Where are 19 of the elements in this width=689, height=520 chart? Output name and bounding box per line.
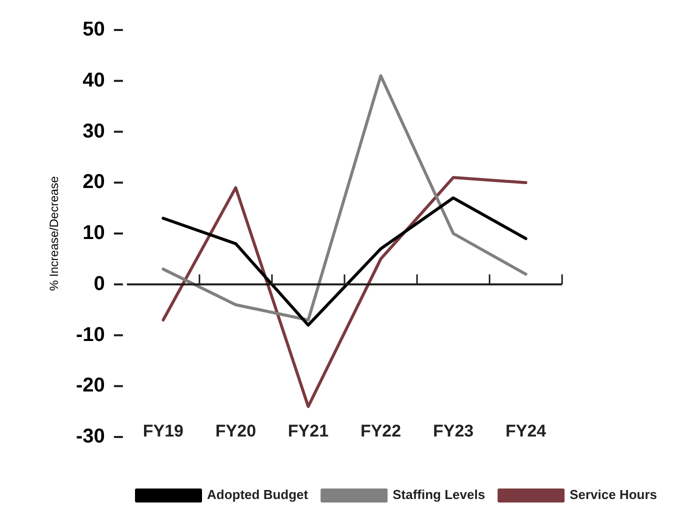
x-tick-label: FY20	[215, 421, 256, 440]
y-tick-label: -10	[76, 324, 105, 346]
y-tick-label: 50	[82, 18, 105, 41]
y-tick-label: -30	[76, 426, 105, 448]
legend-label: Service Hours	[570, 487, 658, 502]
x-tick-label: FY24	[506, 421, 547, 440]
y-axis-title: % Increase/Decrease	[47, 176, 62, 291]
y-tick-label: 10	[82, 222, 105, 244]
y-tick-label: 0	[94, 272, 105, 295]
legend-label: Staffing Levels	[392, 487, 486, 502]
y-tick-label: 30	[82, 120, 105, 142]
x-tick-label: FY21	[288, 421, 329, 440]
legend-label: Adopted Budget	[207, 487, 309, 502]
x-tick-label: FY23	[432, 421, 474, 440]
y-tick-label: -20	[76, 374, 105, 397]
x-tick-label: FY22	[360, 421, 402, 440]
y-tick-label: 20	[82, 171, 105, 194]
y-tick-label: 40	[82, 69, 105, 92]
x-tick-label: FY19	[142, 421, 184, 440]
